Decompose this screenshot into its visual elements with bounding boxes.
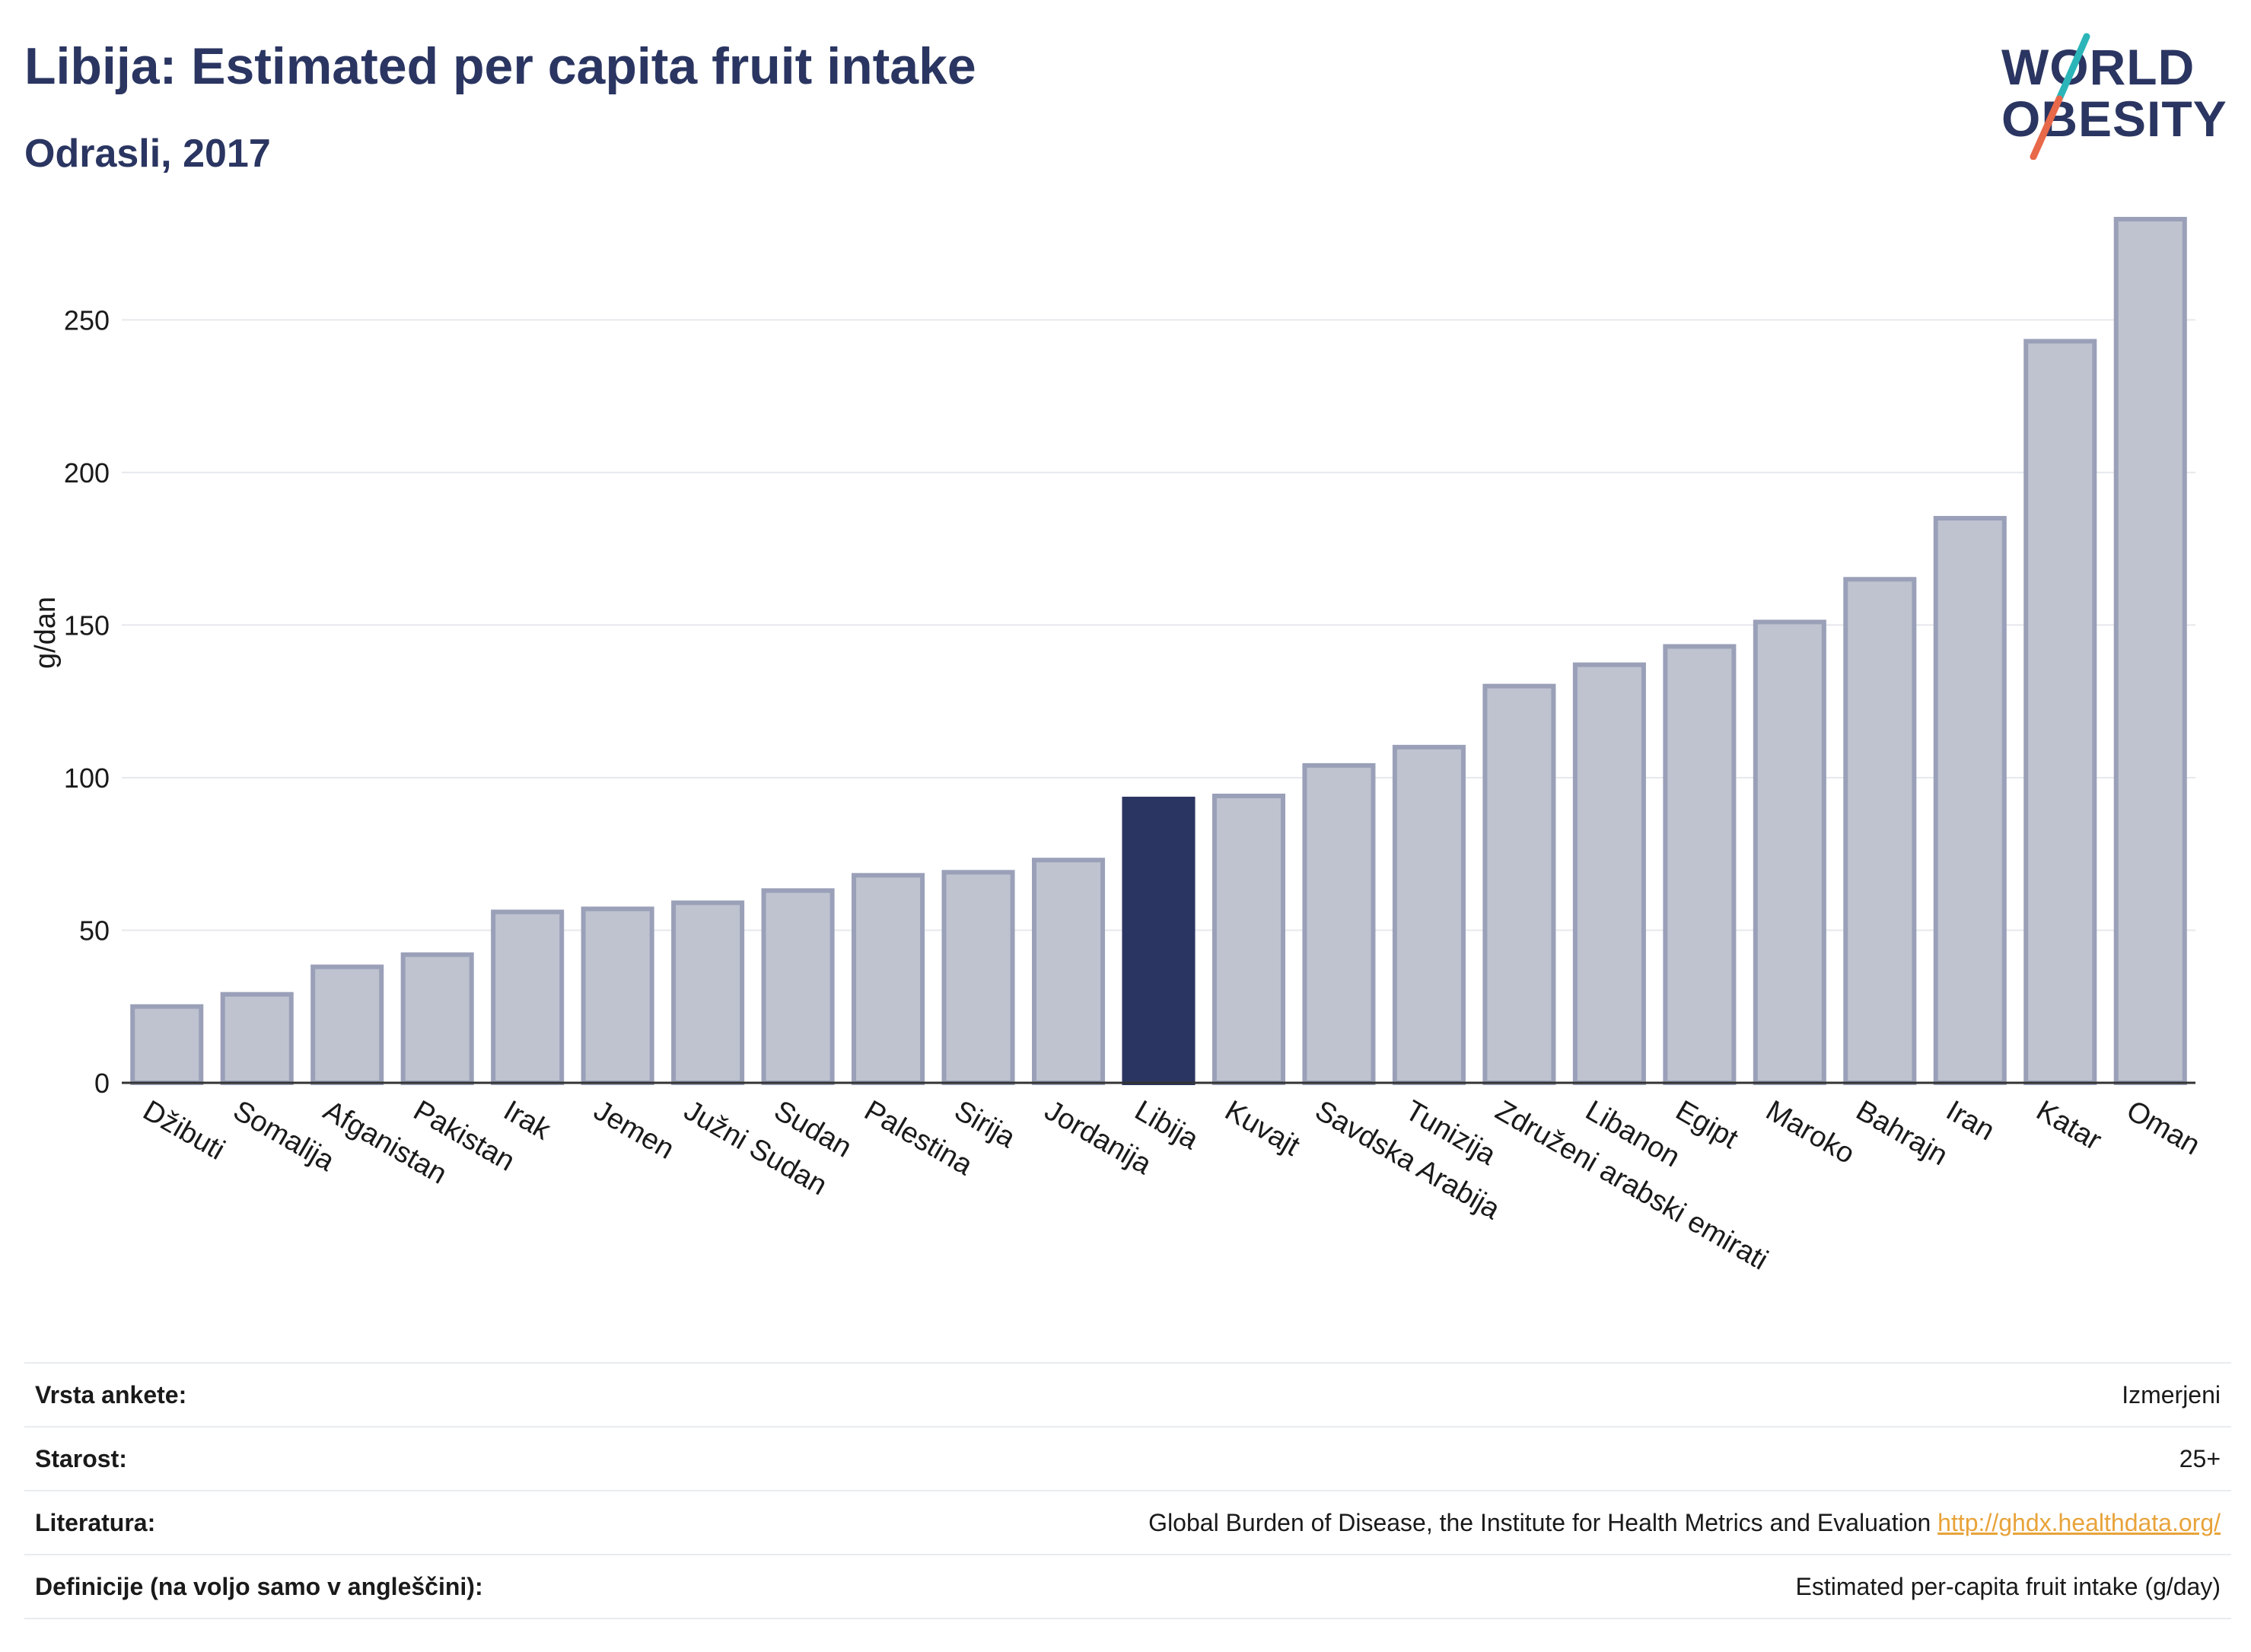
logo-slash-icon — [2030, 33, 2090, 160]
bar-združeni-arabski-emirati[interactable] — [1482, 683, 1556, 1085]
info-row-references: Literatura: Global Burden of Disease, th… — [24, 1490, 2231, 1554]
x-tick-label: Maroko — [1760, 1094, 1860, 1170]
info-row-definitions: Definicije (na voljo samo v angleščini):… — [24, 1554, 2231, 1619]
bar-južni-sudan[interactable] — [671, 900, 745, 1086]
info-row-survey-type: Vrsta ankete: Izmerjeni — [24, 1362, 2231, 1426]
y-tick-label: 250 — [64, 304, 110, 336]
bar-maroko[interactable] — [1753, 619, 1826, 1085]
info-value: 25+ — [2179, 1444, 2221, 1472]
info-label: Definicije (na voljo samo v angleščini): — [35, 1572, 483, 1600]
info-value-with-link: Global Burden of Disease, the Institute … — [1148, 1509, 2231, 1537]
bar-katar[interactable] — [2023, 339, 2097, 1086]
bar-savdska-arabija[interactable] — [1302, 762, 1376, 1085]
bars — [130, 217, 2187, 1086]
bar-oman[interactable] — [2113, 217, 2187, 1086]
bar-chart: 0 50 100 150 200 250 DžibutiSomalijaAfganista… — [30, 217, 2205, 1277]
y-tick-label: 50 — [79, 915, 110, 946]
info-label: Literatura: — [35, 1508, 156, 1536]
bar-tunizija[interactable] — [1392, 744, 1466, 1085]
bar-jordanija[interactable] — [1032, 858, 1106, 1085]
logo-line-1: WORLD — [2001, 39, 2195, 95]
bar-kuvajt[interactable] — [1211, 794, 1286, 1085]
bar-jemen[interactable] — [581, 906, 654, 1086]
bar-libanon[interactable] — [1572, 662, 1646, 1085]
reference-link[interactable]: http://ghdx.healthdata.org/ — [1937, 1508, 2221, 1536]
x-tick-label: Oman — [2121, 1094, 2205, 1161]
bar-bahrajn[interactable] — [1843, 577, 1917, 1085]
bar-džibuti[interactable] — [130, 1004, 204, 1085]
bar-palestina[interactable] — [852, 873, 925, 1086]
info-row-age: Starost: 25+ — [24, 1426, 2231, 1490]
x-tick-label: Iran — [1941, 1094, 2000, 1147]
x-tick-label: Irak — [498, 1094, 557, 1147]
x-tick-label: Kuvajt — [1219, 1094, 1305, 1162]
bar-afganistan[interactable] — [310, 964, 384, 1085]
world-obesity-logo[interactable]: WORLD OBESITY — [1986, 30, 2245, 160]
bar-sudan[interactable] — [761, 888, 835, 1086]
y-tick-label: 100 — [64, 762, 110, 794]
chart-title: Libija: Estimated per capita fruit intak… — [24, 37, 976, 95]
info-value: Estimated per-capita fruit intake (g/day… — [1795, 1572, 2221, 1600]
info-label: Starost: — [35, 1444, 127, 1472]
y-tick-label: 200 — [64, 457, 110, 489]
bar-somalija[interactable] — [220, 992, 294, 1085]
bar-sirija[interactable] — [941, 870, 1015, 1085]
bar-egipt[interactable] — [1663, 644, 1737, 1085]
info-table: Vrsta ankete: Izmerjeni Starost: 25+ Lit… — [24, 1362, 2231, 1619]
y-tick-label: 150 — [64, 610, 110, 641]
bar-pakistan[interactable] — [400, 952, 474, 1086]
x-tick-label: Džibuti — [138, 1094, 231, 1166]
bar-irak[interactable] — [491, 909, 565, 1085]
x-tick-label: Somalija — [228, 1094, 340, 1178]
bar-iran[interactable] — [1933, 516, 2007, 1086]
reference-text: Global Burden of Disease, the Institute … — [1148, 1508, 1931, 1536]
info-label: Vrsta ankete: — [35, 1380, 187, 1408]
axes: 0 50 100 150 200 250 — [64, 304, 2195, 1099]
x-tick-label: Katar — [2031, 1094, 2107, 1157]
x-tick-label: Bahrajn — [1851, 1094, 1953, 1172]
x-tick-label: Jemen — [588, 1094, 680, 1165]
y-axis-title: g/dan — [30, 597, 62, 669]
chart-subtitle: Odrasli, 2017 — [24, 132, 271, 176]
y-tick-label: 0 — [94, 1068, 110, 1099]
bar-libija[interactable] — [1122, 797, 1196, 1085]
info-value: Izmerjeni — [2122, 1380, 2221, 1408]
